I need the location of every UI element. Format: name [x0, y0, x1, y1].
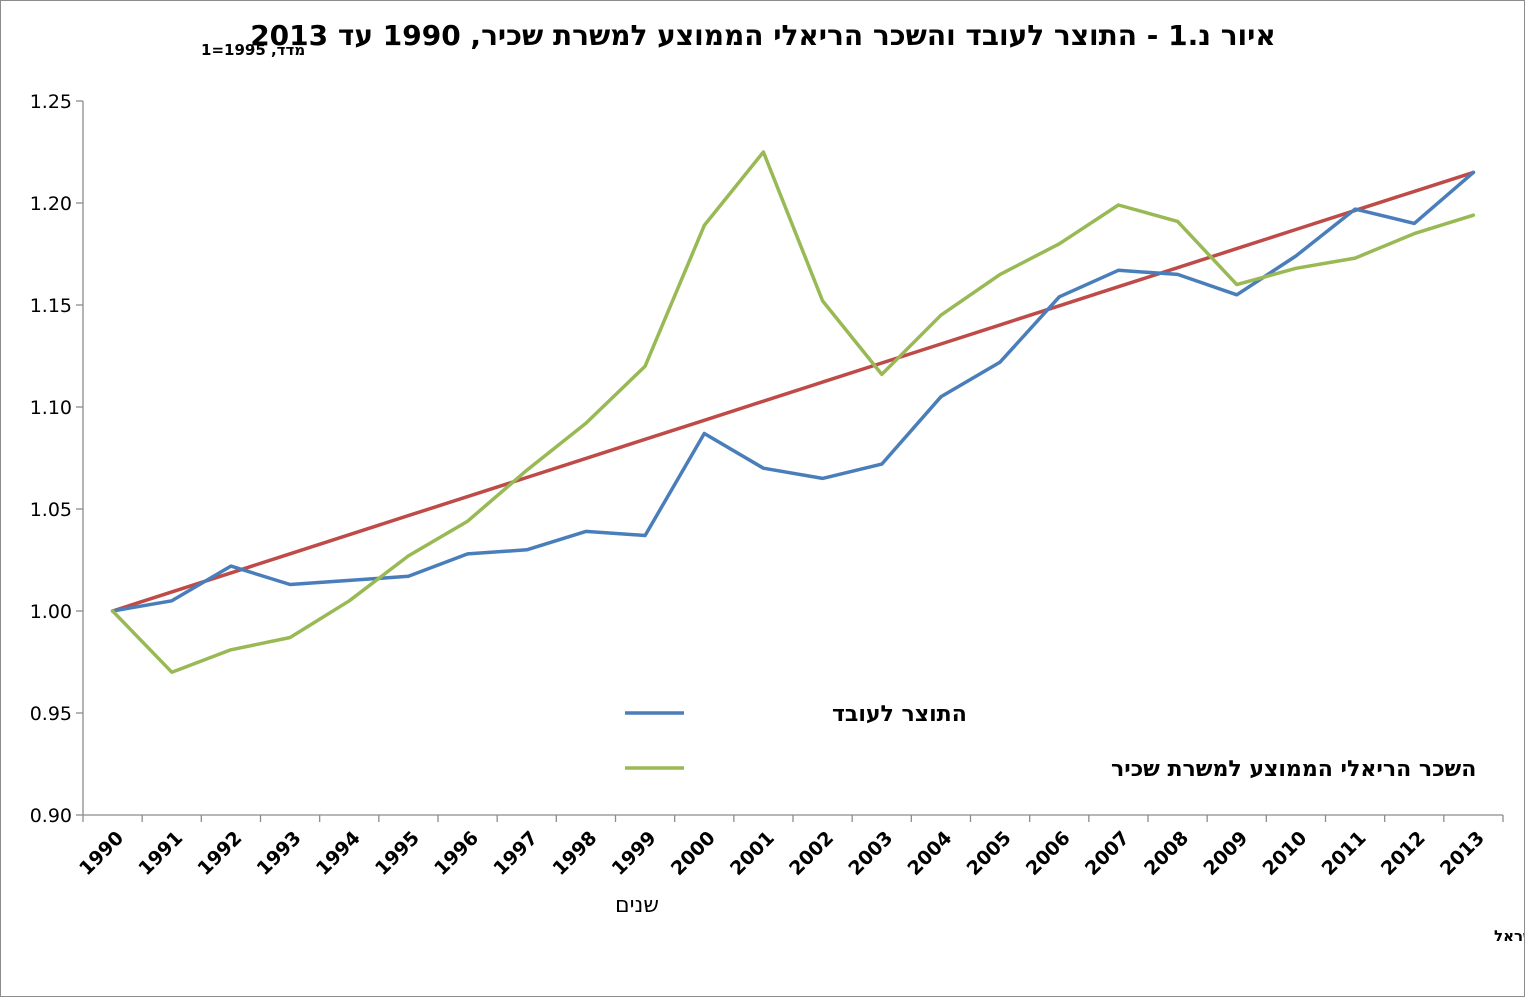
series-line-trend: [110, 170, 1476, 613]
axes: [76, 100, 1504, 822]
y-axis-label: מדד, 1995=1: [201, 41, 305, 59]
x-tick-label: 2000: [667, 827, 720, 880]
x-tick-label: 2008: [1140, 827, 1193, 880]
x-tick-label: 2007: [1081, 827, 1134, 880]
x-tick-label: 1991: [134, 827, 187, 880]
x-tick-label: 2003: [844, 827, 897, 880]
source-note: המקור : נתוני הביטוח הלאומי למשרת שכיר, …: [1494, 927, 1524, 945]
x-tick-label: 1994: [312, 827, 365, 880]
y-tick-label: 1.20: [30, 193, 72, 215]
y-tick-label: 0.90: [30, 805, 72, 827]
x-tick-label: 1992: [193, 827, 246, 880]
x-tick-label: 2011: [1318, 827, 1371, 880]
x-tick-label: 2005: [963, 827, 1016, 880]
y-tick-labels: 0.90 0.95 1.00 1.05 1.10 1.15 1.20 1.25: [30, 91, 72, 827]
y-tick-label: 1.25: [30, 91, 72, 113]
y-tick-label: 1.05: [30, 499, 72, 521]
x-tick-labels: 1990 1991 1992 1993 1994 1995 1996 1997 1998 1999…: [75, 827, 1489, 880]
y-tick-label: 1.10: [30, 397, 72, 419]
legend-label-productivity: התוצר לעובד: [832, 702, 967, 727]
x-tick-label: 2004: [903, 827, 956, 880]
series-line-productivity: [110, 170, 1476, 613]
x-tick-label: 1999: [608, 827, 661, 880]
legend-label-wage: השכר הריאלי הממוצע למשרת שכיר: [1111, 757, 1476, 782]
series-line-wage: [110, 150, 1476, 674]
x-tick-label: 1995: [371, 827, 424, 880]
y-tick-label: 1.00: [30, 601, 72, 623]
x-tick-label: 2010: [1258, 827, 1311, 880]
x-axis-label: שנים: [615, 893, 659, 918]
chart-title: איור נ.1 - התוצר לעובד והשכר הריאלי הממו…: [250, 19, 1276, 52]
y-tick-label: 1.15: [30, 295, 72, 317]
series-lines: [110, 150, 1476, 674]
x-tick-label: 2012: [1377, 827, 1430, 880]
x-tick-label: 1993: [253, 827, 306, 880]
x-tick-label: 1996: [430, 827, 483, 880]
legend: התוצר לעובד השכר הריאלי הממוצע למשרת שכי…: [625, 702, 1476, 782]
x-tick-label: 2013: [1436, 827, 1489, 880]
x-tick-label: 2001: [726, 827, 779, 880]
x-tick-label: 1990: [75, 827, 128, 880]
y-tick-label: 0.95: [30, 703, 72, 725]
x-tick-label: 2009: [1199, 827, 1252, 880]
x-tick-label: 1998: [548, 827, 601, 880]
x-tick-label: 1997: [489, 827, 542, 880]
x-tick-label: 2002: [785, 827, 838, 880]
x-tick-label: 2006: [1022, 827, 1075, 880]
